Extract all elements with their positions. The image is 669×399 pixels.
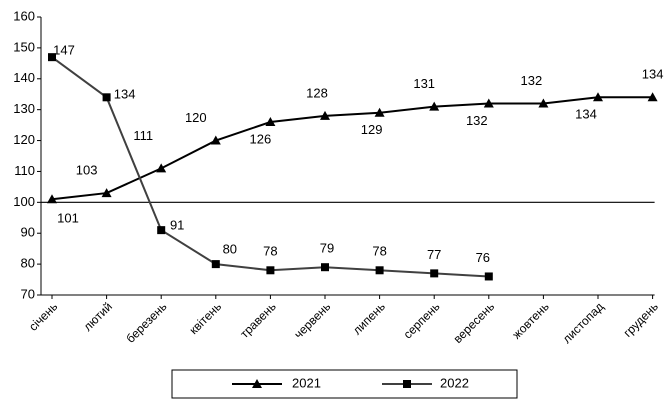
data-label: 129 — [361, 122, 383, 137]
marker — [266, 266, 275, 275]
marker — [210, 135, 221, 145]
marker — [538, 98, 549, 108]
y-tick-label: 140 — [13, 70, 35, 85]
y-tick-label: 90 — [21, 225, 35, 240]
y-tick-label: 160 — [13, 8, 35, 23]
x-tick-label: квітень — [187, 299, 225, 337]
x-tick-label: жовтень — [510, 299, 552, 341]
data-label: 134 — [642, 67, 664, 82]
data-label: 91 — [170, 218, 184, 233]
x-tick-label: серпень — [401, 299, 443, 341]
marker — [157, 226, 166, 235]
marker — [47, 194, 57, 204]
marker — [430, 269, 439, 278]
data-label: 120 — [185, 110, 207, 125]
marker — [48, 53, 56, 62]
x-tick-label: грудень — [621, 299, 661, 339]
data-label: 101 — [57, 211, 79, 226]
marker — [375, 266, 384, 275]
data-label: 79 — [320, 241, 334, 256]
x-tick-label: листопад — [560, 299, 607, 346]
marker — [265, 117, 276, 127]
marker — [102, 93, 111, 102]
data-label: 132 — [521, 73, 543, 88]
marker — [374, 107, 385, 117]
data-label: 78 — [372, 244, 386, 259]
data-label: 132 — [466, 113, 488, 128]
x-tick-label: березень — [123, 299, 169, 345]
data-label: 131 — [413, 76, 435, 91]
marker — [101, 188, 112, 198]
x-tick-label: вересень — [451, 299, 498, 346]
series-line — [51, 96, 653, 201]
legend-box — [171, 369, 518, 399]
marker — [403, 380, 411, 388]
data-label: 76 — [476, 250, 490, 265]
data-label: 80 — [223, 242, 237, 257]
data-label: 134 — [575, 107, 597, 122]
data-label: 126 — [250, 131, 272, 146]
legend-label: 2021 — [292, 375, 321, 390]
marker — [647, 92, 658, 102]
data-label: 147 — [53, 43, 75, 58]
y-tick-label: 110 — [14, 163, 35, 178]
x-tick-label: травень — [237, 299, 278, 340]
y-tick-label: 70 — [21, 286, 35, 301]
y-tick-label: 120 — [13, 132, 35, 147]
data-label: 128 — [306, 85, 328, 100]
marker — [483, 98, 494, 108]
marker — [211, 260, 220, 269]
legend-label: 2022 — [440, 375, 469, 390]
marker — [429, 101, 440, 111]
y-tick-label: 100 — [13, 194, 35, 209]
marker — [321, 263, 329, 272]
marker — [252, 379, 262, 388]
data-label: 77 — [427, 247, 441, 262]
data-label: 78 — [263, 244, 277, 259]
y-tick-label: 80 — [21, 256, 35, 271]
y-tick-label: 150 — [13, 39, 35, 54]
y-tick-label: 130 — [13, 101, 35, 116]
x-tick-label: червень — [291, 299, 333, 341]
data-label: 103 — [76, 163, 98, 178]
x-tick-label: липень — [350, 299, 388, 337]
data-label: 111 — [133, 128, 153, 143]
marker — [593, 92, 603, 102]
marker — [484, 272, 493, 281]
x-tick-label: лютий — [81, 299, 115, 333]
marker — [320, 110, 330, 120]
marker — [156, 163, 167, 173]
data-label: 134 — [114, 87, 136, 102]
x-tick-label: січень — [26, 299, 60, 333]
